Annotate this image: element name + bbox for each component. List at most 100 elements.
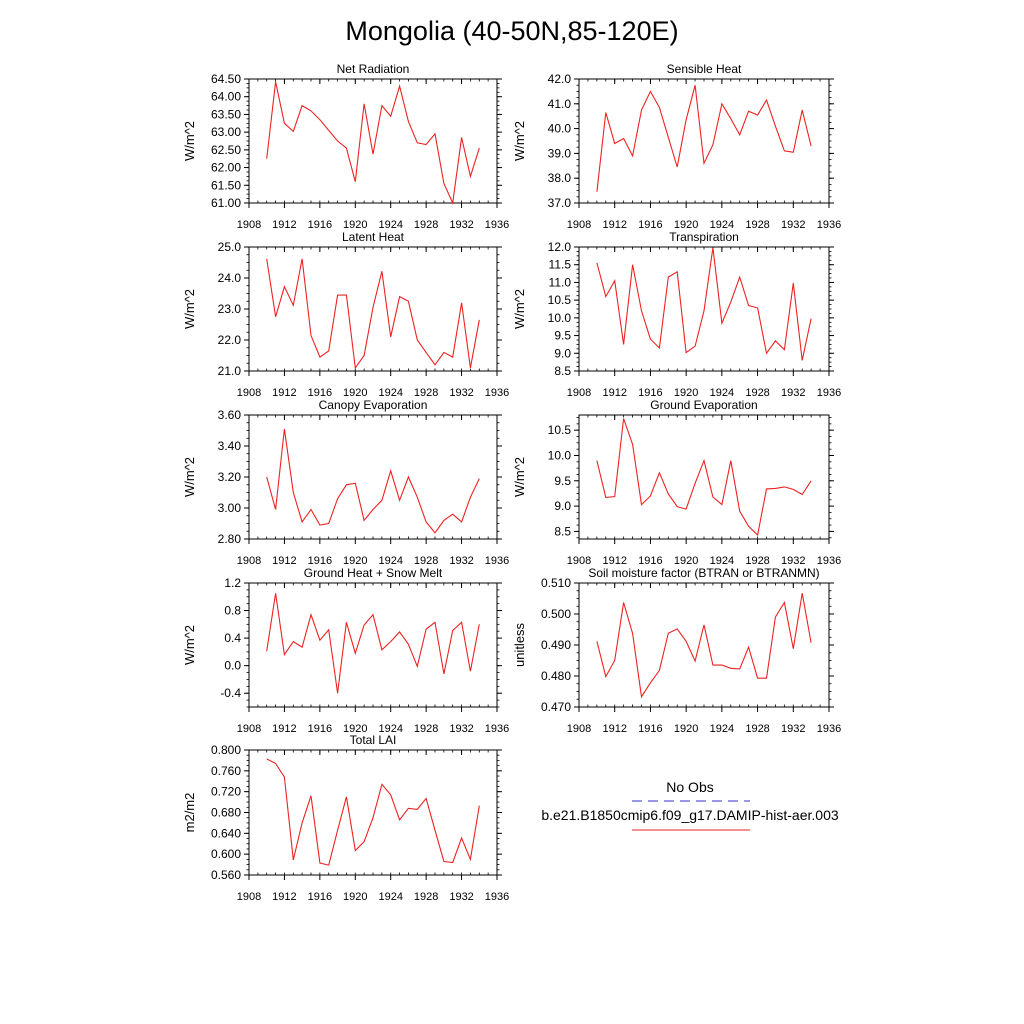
panel-title: Soil moisture factor (BTRAN or BTRANMN) [588,566,819,580]
y-tick-label: 8.5 [554,364,571,378]
x-tick-label: 1928 [745,723,769,735]
y-tick-label: 63.50 [211,107,241,121]
x-tick-label: 1928 [745,219,769,231]
y-tick-label: 0.800 [211,743,241,757]
x-tick-label: 1936 [485,219,509,231]
x-tick-label: 1920 [343,891,367,903]
series-line [266,593,480,694]
x-tick-label: 1912 [272,387,296,399]
x-tick-label: 1920 [674,555,698,567]
y-tick-label: 0.640 [211,826,241,840]
y-tick-label: 37.0 [548,196,572,210]
panel-title: Net Radiation [337,62,410,76]
y-tick-label: 10.5 [548,423,572,437]
x-tick-label: 1924 [378,387,402,399]
panel-grid: Net Radiation W/m^2 1908 1912 1916 1920 1924 19… [182,62,841,903]
series-line [266,758,480,866]
x-tick-label: 1908 [567,555,591,567]
panel-sensible-heat: Sensible Heat W/m^2 1908 1912 1916 1920 1924 19… [512,62,841,231]
x-tick-label: 1908 [237,387,261,399]
y-tick-label: 62.00 [211,161,241,175]
x-tick-label: 1912 [272,723,296,735]
x-tick-label: 1924 [710,219,734,231]
y-tick-label: 38.0 [548,171,572,185]
x-tick-label: 1936 [485,387,509,399]
legend-obs-label: No Obs [666,779,713,795]
x-tick-label: 1912 [602,219,626,231]
y-tick-label: 24.0 [218,271,242,285]
x-tick-label: 1912 [602,723,626,735]
y-tick-label: 9.0 [554,346,571,360]
x-tick-label: 1936 [817,387,841,399]
x-tick-label: 1928 [414,555,438,567]
series-line [596,418,812,537]
x-tick-label: 1912 [272,219,296,231]
y-tick-label: 0.560 [211,868,241,882]
panel-net-radiation: Net Radiation W/m^2 1908 1912 1916 1920 1924 19… [182,62,509,231]
plot-frame [578,582,830,708]
series-line [596,85,812,192]
y-tick-label: 10.5 [548,293,572,307]
panel-title: Total LAI [350,733,397,747]
panel-canopy-evaporation: Canopy Evaporation W/m^2 1908 1912 1916 1920 1… [182,398,509,567]
y-tick-label: 0.720 [211,785,241,799]
x-tick-label: 1928 [745,387,769,399]
y-tick-label: 3.60 [218,408,242,422]
x-tick-label: 1928 [414,387,438,399]
x-tick-label: 1932 [449,555,473,567]
x-tick-label: 1924 [378,891,402,903]
y-axis-label: unitless [512,622,527,667]
y-tick-label: 23.0 [218,302,242,316]
y-axis-label: W/m^2 [182,457,197,497]
x-tick-label: 1936 [485,555,509,567]
x-tick-label: 1928 [414,723,438,735]
y-tick-label: 2.80 [218,532,242,546]
x-tick-label: 1924 [378,723,402,735]
x-tick-label: 1932 [781,555,805,567]
x-tick-label: 1908 [237,219,261,231]
x-tick-label: 1916 [308,555,332,567]
y-tick-label: 62.50 [211,143,241,157]
y-tick-label: 11.0 [549,275,572,289]
x-tick-label: 1908 [567,387,591,399]
x-tick-label: 1912 [272,555,296,567]
y-tick-label: 3.00 [218,501,242,515]
series-line [266,428,480,534]
x-tick-label: 1916 [308,723,332,735]
x-tick-label: 1928 [414,219,438,231]
y-tick-label: 63.00 [211,125,241,139]
y-axis-label: m2/m2 [182,793,197,833]
x-tick-label: 1936 [485,891,509,903]
x-tick-label: 1936 [485,723,509,735]
y-tick-label: 0.4 [224,631,241,645]
y-tick-label: 64.00 [211,90,241,104]
panel-ground-heat-snow-melt: Ground Heat + Snow Melt W/m^2 1908 1912 1916… [182,566,509,735]
x-tick-label: 1908 [237,555,261,567]
y-tick-label: 0.0 [224,659,241,673]
panel-title: Ground Heat + Snow Melt [304,566,443,580]
y-axis-label: W/m^2 [512,457,527,497]
y-tick-label: 3.40 [218,439,242,453]
panel-title: Ground Evaporation [650,398,757,412]
plot-frame [578,78,830,204]
y-tick-label: 39.0 [548,146,572,160]
x-tick-label: 1908 [237,723,261,735]
x-tick-label: 1924 [710,555,734,567]
y-tick-label: 0.480 [541,669,571,683]
x-tick-label: 1932 [449,387,473,399]
x-tick-label: 1936 [817,723,841,735]
x-tick-label: 1920 [674,723,698,735]
y-tick-label: 10.0 [548,448,572,462]
plot-frame [248,749,498,876]
panel-latent-heat: Latent Heat W/m^2 1908 1912 1916 1920 1924 1928… [182,230,509,399]
x-tick-label: 1932 [781,387,805,399]
y-tick-label: 11.5 [549,258,572,272]
x-tick-label: 1916 [308,219,332,231]
x-tick-label: 1916 [638,555,662,567]
y-tick-label: 0.600 [211,847,241,861]
y-tick-label: 25.0 [218,240,242,254]
x-tick-label: 1908 [567,219,591,231]
plot-frame [248,582,498,708]
y-tick-label: 1.2 [224,576,241,590]
y-tick-label: 0.510 [541,576,571,590]
